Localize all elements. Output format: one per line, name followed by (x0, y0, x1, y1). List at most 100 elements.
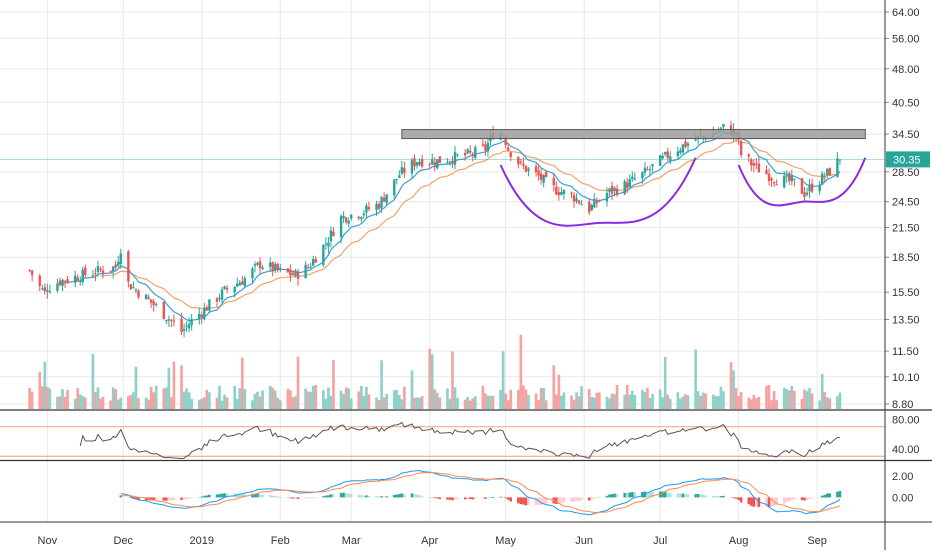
candle-body (258, 261, 262, 269)
volume-bar (273, 390, 277, 409)
candle (633, 172, 637, 181)
volume-bar (658, 389, 662, 409)
volume-bar (554, 394, 558, 409)
time-tick-label: Dec (114, 535, 134, 547)
candle (544, 170, 548, 178)
candle (534, 163, 538, 177)
candle-body (633, 178, 637, 180)
candle-body (658, 155, 662, 167)
candle (79, 276, 82, 286)
candle-body (241, 281, 244, 285)
candle (198, 307, 201, 325)
candle (393, 179, 396, 199)
candle (261, 265, 264, 271)
candle-body (626, 182, 629, 189)
candle (539, 168, 543, 185)
candle-body (605, 192, 609, 202)
candle (451, 156, 454, 169)
price-tick-label: 13.50 (892, 314, 920, 326)
macd-tick-label: 2.00 (892, 471, 913, 483)
candle (676, 146, 680, 160)
volume-bar (499, 389, 502, 409)
macd-histogram-bar (686, 494, 690, 498)
candle-body (631, 176, 634, 180)
volume-bar (251, 400, 254, 409)
candle-body (172, 320, 176, 322)
candle-body (238, 282, 241, 286)
volume-bar (446, 388, 449, 409)
volume-bar (208, 392, 211, 409)
candle-body (552, 178, 555, 186)
candle (205, 305, 209, 311)
volume-bar (456, 397, 459, 409)
volume-bar (415, 397, 419, 409)
macd-histogram-bar (823, 494, 827, 498)
candle-body (805, 192, 809, 195)
candle (66, 275, 69, 284)
volume-bar (413, 397, 416, 409)
candle-body (187, 324, 191, 329)
volume-bar (587, 388, 591, 409)
candle-body (149, 299, 153, 303)
macd-histogram-bar (631, 492, 634, 498)
volume-bar (489, 395, 492, 409)
macd-histogram-bar (750, 497, 753, 506)
volume-bar (327, 387, 330, 409)
volume-bar (258, 396, 262, 409)
price-tick-label: 40.50 (892, 97, 920, 109)
candle (572, 192, 576, 208)
volume-bar (729, 362, 733, 409)
candle (739, 139, 743, 159)
macd-histogram-bar (360, 495, 363, 498)
volume-bar (43, 361, 47, 409)
candle-body (271, 262, 274, 272)
volume-bar (820, 373, 824, 409)
candle (170, 318, 173, 327)
candle-body (344, 217, 348, 223)
macd-histogram-bar (367, 495, 371, 498)
macd-histogram-bar (182, 497, 186, 500)
candle-body (162, 301, 166, 319)
candle (190, 314, 193, 331)
macd-histogram-bar (722, 495, 725, 498)
volume-bar (648, 397, 652, 409)
macd-histogram-bar (712, 495, 715, 498)
volume-bar (765, 385, 768, 409)
candle-body (818, 184, 821, 192)
volume-bar (101, 396, 105, 409)
candle (577, 199, 581, 205)
macd-histogram-bar (347, 493, 350, 498)
macd-histogram-bar (595, 497, 599, 499)
candle (43, 283, 46, 295)
volume-bar (491, 395, 495, 409)
candle-body (524, 165, 528, 172)
volume-bar (734, 388, 738, 409)
macd-histogram-bar (625, 493, 629, 498)
candle-body (208, 299, 211, 311)
volume-bar (40, 386, 44, 409)
macd-histogram-bar (534, 497, 538, 506)
candle-body (329, 230, 333, 242)
candle-body (276, 263, 279, 270)
macd-histogram-bar (215, 494, 219, 498)
candle-body (385, 194, 388, 203)
candle-body (314, 259, 317, 263)
volume-bar (276, 397, 280, 409)
volume-bar (58, 396, 62, 409)
macd-histogram-bar (436, 497, 439, 499)
volume-bar (468, 400, 472, 409)
volume-bar (127, 396, 130, 409)
candle-body (94, 273, 97, 275)
candle (519, 158, 523, 166)
volume-bar (296, 356, 300, 409)
price-tick-label: 21.50 (892, 223, 920, 235)
candle (162, 301, 166, 320)
candle (755, 157, 758, 169)
candle (752, 159, 756, 173)
macd-histogram-bar (152, 497, 155, 501)
candle (631, 171, 634, 183)
candle-body (312, 259, 315, 266)
candle-body (456, 154, 459, 156)
candle-body (289, 269, 292, 276)
volume-bar (147, 399, 150, 409)
